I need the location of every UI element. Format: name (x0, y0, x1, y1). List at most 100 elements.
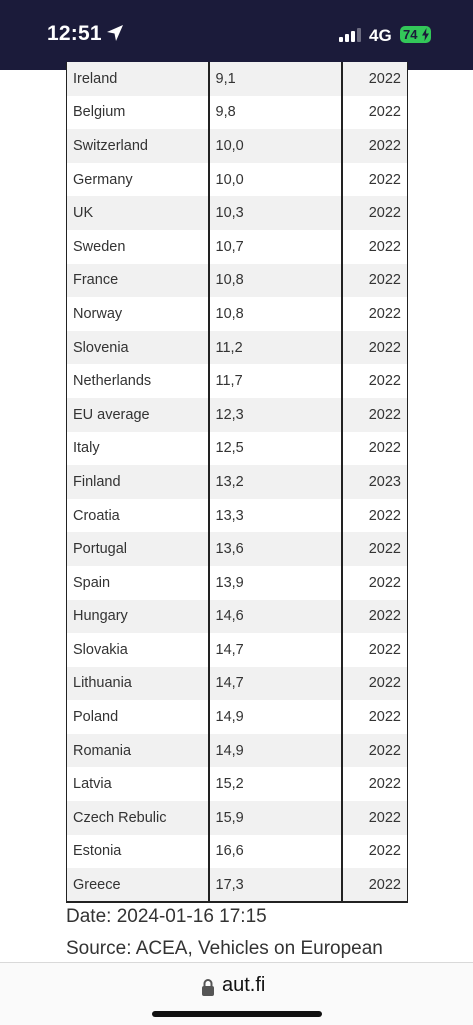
table-row: Slovenia 11,2 2022 (66, 330, 408, 365)
table-row: Poland 14,9 2022 (66, 700, 408, 734)
value-cell: 10,8 (208, 263, 343, 298)
home-indicator[interactable] (152, 1011, 322, 1017)
value-cell: 13,6 (208, 532, 343, 566)
year-cell: 2022 (341, 498, 408, 533)
value-cell: 9,8 (208, 95, 343, 130)
country-cell: Latvia (66, 767, 210, 802)
country-cell: Portugal (66, 532, 210, 566)
year-cell: 2022 (341, 532, 408, 566)
table-row: Belgium 9,8 2022 (66, 95, 408, 130)
battery-level: 74 (403, 27, 418, 42)
country-cell: Estonia (66, 834, 210, 869)
year-cell: 2022 (341, 62, 408, 96)
year-cell: 2022 (341, 397, 408, 432)
table-row: Czech Rebulic 15,9 2022 (66, 801, 408, 835)
year-cell: 2023 (341, 465, 408, 499)
table-row: EU average 12,3 2022 (66, 397, 408, 432)
table-row: France 10,8 2022 (66, 263, 408, 298)
year-cell: 2022 (341, 733, 408, 768)
country-cell: Switzerland (66, 129, 210, 163)
value-cell: 14,7 (208, 633, 343, 667)
table-row: Latvia 15,2 2022 (66, 767, 408, 802)
country-cell: UK (66, 196, 210, 230)
year-cell: 2022 (341, 834, 408, 869)
year-cell: 2022 (341, 263, 408, 298)
charging-bolt-icon (422, 28, 429, 41)
value-cell: 15,2 (208, 767, 343, 802)
table-row: Sweden 10,7 2022 (66, 229, 408, 264)
date-caption: Date: 2024-01-16 17:15 (66, 906, 267, 927)
status-bar: 12:51 4G 74 (0, 0, 473, 70)
status-time: 12:51 (47, 22, 102, 45)
country-cell: Hungary (66, 599, 210, 634)
country-cell: Belgium (66, 95, 210, 130)
year-cell: 2022 (341, 801, 408, 835)
cellular-signal-icon (339, 28, 361, 42)
country-cell: Romania (66, 733, 210, 768)
value-cell: 15,9 (208, 801, 343, 835)
country-cell: Czech Rebulic (66, 801, 210, 835)
country-cell: Ireland (66, 62, 210, 96)
country-cell: Netherlands (66, 364, 210, 398)
url-domain[interactable]: aut.fi (222, 974, 266, 996)
value-cell: 10,7 (208, 229, 343, 264)
country-cell: Norway (66, 297, 210, 331)
table-row: Ireland 9,1 2022 (66, 62, 408, 96)
value-cell: 9,1 (208, 62, 343, 96)
lock-icon (202, 979, 214, 996)
year-cell: 2022 (341, 565, 408, 600)
value-cell: 10,0 (208, 129, 343, 163)
location-arrow-icon (107, 25, 123, 41)
table-row: Finland 13,2 2023 (66, 465, 408, 499)
table-row: Portugal 13,6 2022 (66, 532, 408, 566)
value-cell: 17,3 (208, 868, 343, 903)
year-cell: 2022 (341, 95, 408, 130)
table-row: Switzerland 10,0 2022 (66, 129, 408, 163)
table-row: Croatia 13,3 2022 (66, 498, 408, 533)
year-cell: 2022 (341, 700, 408, 734)
country-cell: Sweden (66, 229, 210, 264)
table-row: Lithuania 14,7 2022 (66, 666, 408, 701)
country-cell: Italy (66, 431, 210, 466)
year-cell: 2022 (341, 229, 408, 264)
year-cell: 2022 (341, 297, 408, 331)
table-row: Spain 13,9 2022 (66, 565, 408, 600)
country-cell: Poland (66, 700, 210, 734)
browser-url-bar[interactable]: aut.fi (0, 962, 473, 1025)
year-cell: 2022 (341, 364, 408, 398)
value-cell: 12,5 (208, 431, 343, 466)
value-cell: 14,9 (208, 700, 343, 734)
value-cell: 16,6 (208, 834, 343, 869)
year-cell: 2022 (341, 767, 408, 802)
table-row: Norway 10,8 2022 (66, 297, 408, 331)
country-cell: Germany (66, 162, 210, 197)
year-cell: 2022 (341, 196, 408, 230)
country-cell: France (66, 263, 210, 298)
table-row: Germany 10,0 2022 (66, 162, 408, 197)
table-row: Romania 14,9 2022 (66, 733, 408, 768)
value-cell: 14,9 (208, 733, 343, 768)
source-caption: Source: ACEA, Vehicles on European (66, 938, 383, 959)
year-cell: 2022 (341, 868, 408, 903)
battery-charging-icon: 74 (400, 26, 431, 43)
value-cell: 12,3 (208, 397, 343, 432)
table-row: Slovakia 14,7 2022 (66, 633, 408, 667)
country-cell: Spain (66, 565, 210, 600)
year-cell: 2022 (341, 666, 408, 701)
country-cell: Croatia (66, 498, 210, 533)
value-cell: 10,8 (208, 297, 343, 331)
country-cell: Lithuania (66, 666, 210, 701)
year-cell: 2022 (341, 330, 408, 365)
country-cell: Slovakia (66, 633, 210, 667)
value-cell: 14,6 (208, 599, 343, 634)
year-cell: 2022 (341, 431, 408, 466)
country-cell: Finland (66, 465, 210, 499)
table-row: Netherlands 11,7 2022 (66, 364, 408, 398)
table-body: Ireland 9,1 2022 Belgium 9,8 2022 Switzerland 1… (66, 62, 408, 903)
value-cell: 13,2 (208, 465, 343, 499)
network-type-label: 4G (369, 26, 392, 45)
value-cell: 10,0 (208, 162, 343, 197)
table-row: UK 10,3 2022 (66, 196, 408, 230)
year-cell: 2022 (341, 633, 408, 667)
year-cell: 2022 (341, 129, 408, 163)
